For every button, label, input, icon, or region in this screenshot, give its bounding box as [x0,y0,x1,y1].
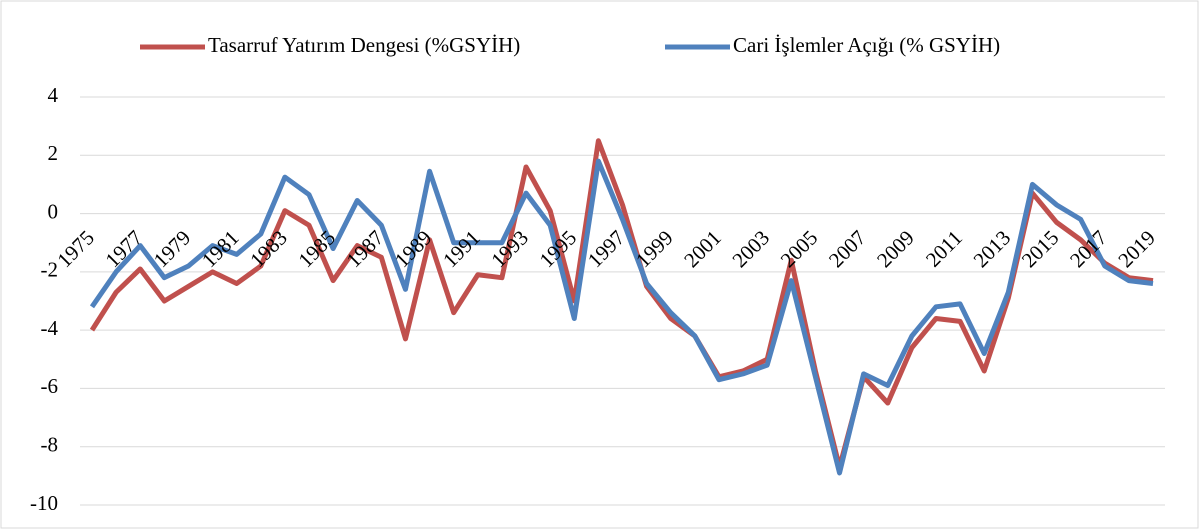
y-tick-label: -4 [41,316,59,340]
y-tick-label: 2 [48,141,59,165]
y-tick-label: -10 [30,491,58,515]
y-tick-label: 4 [48,83,59,107]
legend-label: Tasarruf Yatırım Dengesi (%GSYİH) [208,33,520,57]
series-line [89,138,1154,470]
y-tick-label: -8 [41,433,59,457]
y-tick-label: 0 [48,199,59,223]
y-tick-label: -2 [41,258,59,282]
y-tick-label: -6 [41,374,59,398]
series-line [89,158,1154,476]
legend-label: Cari İşlemler Açığı (% GSYİH) [733,33,1000,57]
